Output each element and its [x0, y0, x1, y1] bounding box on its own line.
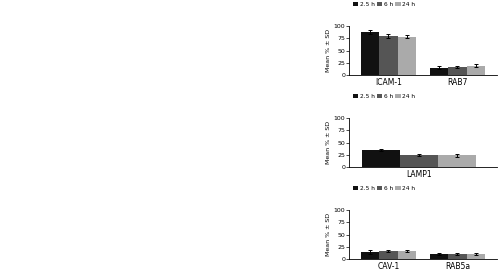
Bar — [379, 251, 398, 259]
Bar — [448, 67, 467, 75]
Bar — [438, 155, 476, 168]
Y-axis label: Mean % ± SD: Mean % ± SD — [326, 29, 330, 72]
Bar — [467, 254, 485, 259]
Legend: 2.5 h, 6 h, 24 h: 2.5 h, 6 h, 24 h — [352, 185, 416, 192]
Bar — [467, 65, 485, 75]
Bar — [398, 251, 416, 259]
Y-axis label: Mean % ± SD: Mean % ± SD — [326, 121, 330, 164]
Bar — [448, 254, 467, 259]
Y-axis label: Mean % ± SD: Mean % ± SD — [326, 213, 330, 256]
Legend: 2.5 h, 6 h, 24 h: 2.5 h, 6 h, 24 h — [352, 93, 416, 100]
Bar — [360, 32, 379, 75]
Bar — [400, 155, 438, 168]
Bar — [360, 252, 379, 259]
Bar — [362, 150, 400, 168]
Bar — [398, 37, 416, 75]
Bar — [430, 68, 448, 75]
Bar — [430, 254, 448, 259]
Legend: 2.5 h, 6 h, 24 h: 2.5 h, 6 h, 24 h — [352, 1, 416, 8]
Bar — [379, 36, 398, 75]
